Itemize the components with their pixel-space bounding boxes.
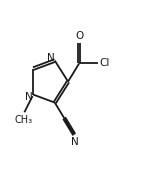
Text: N: N (47, 53, 55, 63)
Text: N: N (71, 137, 79, 147)
Text: CH₃: CH₃ (15, 115, 33, 125)
Text: Cl: Cl (100, 58, 110, 69)
Text: O: O (75, 31, 83, 41)
Text: N: N (25, 92, 33, 102)
